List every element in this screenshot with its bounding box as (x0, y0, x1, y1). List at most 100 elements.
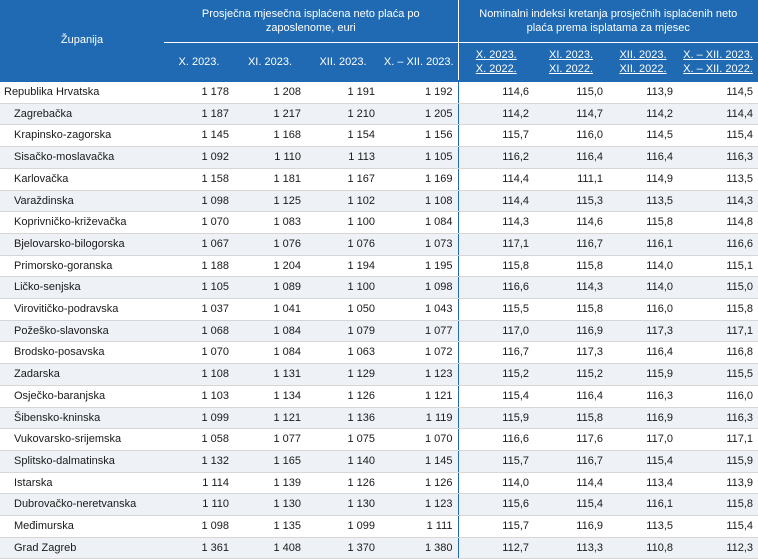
wage-col-header: XI. 2023. (234, 42, 306, 81)
wage-value: 1 165 (234, 450, 306, 473)
index-value: 114,2 (608, 103, 679, 126)
index-value: 115,8 (608, 211, 679, 234)
index-value: 116,9 (534, 515, 609, 538)
wage-value: 1 167 (306, 168, 380, 191)
table-body: Republika Hrvatska 1 178 1 208 1 191 1 192 11… (0, 79, 758, 559)
county-name: Ličko-senjska (0, 276, 164, 300)
index-col-header: XII. 2023. XII. 2022. (608, 42, 679, 81)
table-row: Osječko-baranjska 1 103 1 134 1 126 1 121 115… (0, 385, 758, 408)
index-value: 115,8 (457, 255, 535, 278)
index-value: 114,6 (534, 211, 609, 234)
index-value: 114,9 (608, 168, 679, 191)
index-value: 114,7 (534, 103, 609, 126)
wage-value: 1 058 (164, 428, 234, 451)
index-value: 115,4 (534, 493, 609, 517)
county-name: Osječko-baranjska (0, 385, 164, 408)
wage-value: 1 154 (306, 124, 380, 148)
wage-value: 1 134 (234, 385, 306, 408)
index-value: 116,3 (608, 385, 679, 408)
table-row: Požeško-slavonska 1 068 1 084 1 079 1 077 117… (0, 320, 758, 343)
wage-value: 1 070 (164, 211, 234, 234)
wage-value: 1 169 (380, 168, 459, 191)
table-row: Krapinsko-zagorska 1 145 1 168 1 154 1 156 11… (0, 124, 758, 148)
wage-value: 1 084 (234, 320, 306, 343)
index-value: 116,9 (608, 407, 679, 430)
index-value: 116,7 (534, 450, 609, 473)
index-value: 116,0 (608, 298, 679, 321)
table-row: Splitsko-dalmatinska 1 132 1 165 1 140 1 145… (0, 450, 758, 473)
wage-value: 1 100 (306, 276, 380, 300)
county-name: Primorsko-goranska (0, 255, 164, 278)
wage-value: 1 089 (234, 276, 306, 300)
index-value: 114,3 (678, 190, 758, 213)
wage-value: 1 123 (380, 363, 459, 386)
index-value: 115,8 (678, 493, 758, 517)
wage-value: 1 073 (380, 233, 459, 256)
index-value: 117,6 (534, 428, 609, 451)
wage-value: 1 103 (164, 385, 234, 408)
index-value: 116,3 (678, 146, 758, 169)
wage-value: 1 123 (380, 493, 459, 517)
index-value: 114,5 (678, 79, 758, 104)
index-value: 114,6 (457, 79, 535, 104)
index-value: 114,2 (457, 103, 535, 126)
county-name: Koprivničko-križevačka (0, 211, 164, 234)
wage-col-header: XII. 2023. (306, 42, 380, 81)
index-value: 113,5 (678, 168, 758, 191)
index-value: 113,4 (608, 472, 679, 495)
index-value: 115,0 (534, 79, 609, 104)
index-value: 115,9 (608, 363, 679, 386)
wage-value: 1 079 (306, 320, 380, 343)
county-name: Sisačko-moslavačka (0, 146, 164, 169)
wage-value: 1 098 (164, 515, 234, 538)
index-value: 115,3 (534, 190, 609, 213)
county-name: Požeško-slavonska (0, 320, 164, 343)
table-row: Zadarska 1 108 1 131 1 129 1 123 115,2 115,2 11… (0, 363, 758, 386)
table-row: Ličko-senjska 1 105 1 089 1 100 1 098 116,6 11… (0, 276, 758, 300)
wage-value: 1 108 (380, 190, 459, 213)
index-value: 115,6 (457, 493, 535, 517)
index-value: 111,1 (534, 168, 609, 191)
county-name: Zagrebačka (0, 103, 164, 126)
wage-value: 1 083 (234, 211, 306, 234)
wage-value: 1 130 (306, 493, 380, 517)
wage-value: 1 204 (234, 255, 306, 278)
table-row: Brodsko-posavska 1 070 1 084 1 063 1 072 116,… (0, 341, 758, 365)
wage-value: 1 139 (234, 472, 306, 495)
wage-value: 1 126 (306, 472, 380, 495)
wage-value: 1 132 (164, 450, 234, 473)
table-row: Virovitičko-podravska 1 037 1 041 1 050 1 04… (0, 298, 758, 321)
table-row: Karlovačka 1 158 1 181 1 167 1 169 114,4 111,1… (0, 168, 758, 191)
wage-value: 1 070 (380, 428, 459, 451)
index-value: 117,3 (534, 341, 609, 365)
wage-value: 1 102 (306, 190, 380, 213)
index-value: 114,5 (608, 124, 679, 148)
wage-value: 1 098 (164, 190, 234, 213)
wage-value: 1 181 (234, 168, 306, 191)
wage-value: 1 192 (380, 79, 459, 104)
index-value: 116,3 (678, 407, 758, 430)
index-col-header: X. 2023. X. 2022. (457, 42, 535, 81)
index-value: 117,1 (678, 320, 758, 343)
county-name: Dubrovačko-neretvanska (0, 493, 164, 517)
index-value: 115,2 (457, 363, 535, 386)
county-name: Splitsko-dalmatinska (0, 450, 164, 473)
index-value: 116,7 (534, 233, 609, 256)
wage-value: 1 187 (164, 103, 234, 126)
wage-value: 1 068 (164, 320, 234, 343)
wage-value: 1 098 (380, 276, 459, 300)
wage-value: 1 114 (164, 472, 234, 495)
index-value: 115,1 (678, 255, 758, 278)
index-value: 115,8 (678, 298, 758, 321)
index-value: 114,0 (608, 255, 679, 278)
table-row: Šibensko-kninska 1 099 1 121 1 136 1 119 115,… (0, 407, 758, 430)
wage-value: 1 108 (164, 363, 234, 386)
index-value: 116,1 (608, 233, 679, 256)
index-value: 116,4 (608, 146, 679, 169)
table-row: Sisačko-moslavačka 1 092 1 110 1 113 1 105 11… (0, 146, 758, 169)
index-value: 113,9 (608, 79, 679, 104)
wage-value: 1 099 (306, 515, 380, 538)
wage-value: 1 063 (306, 341, 380, 365)
index-value: 114,4 (457, 168, 535, 191)
wage-value: 1 145 (164, 124, 234, 148)
